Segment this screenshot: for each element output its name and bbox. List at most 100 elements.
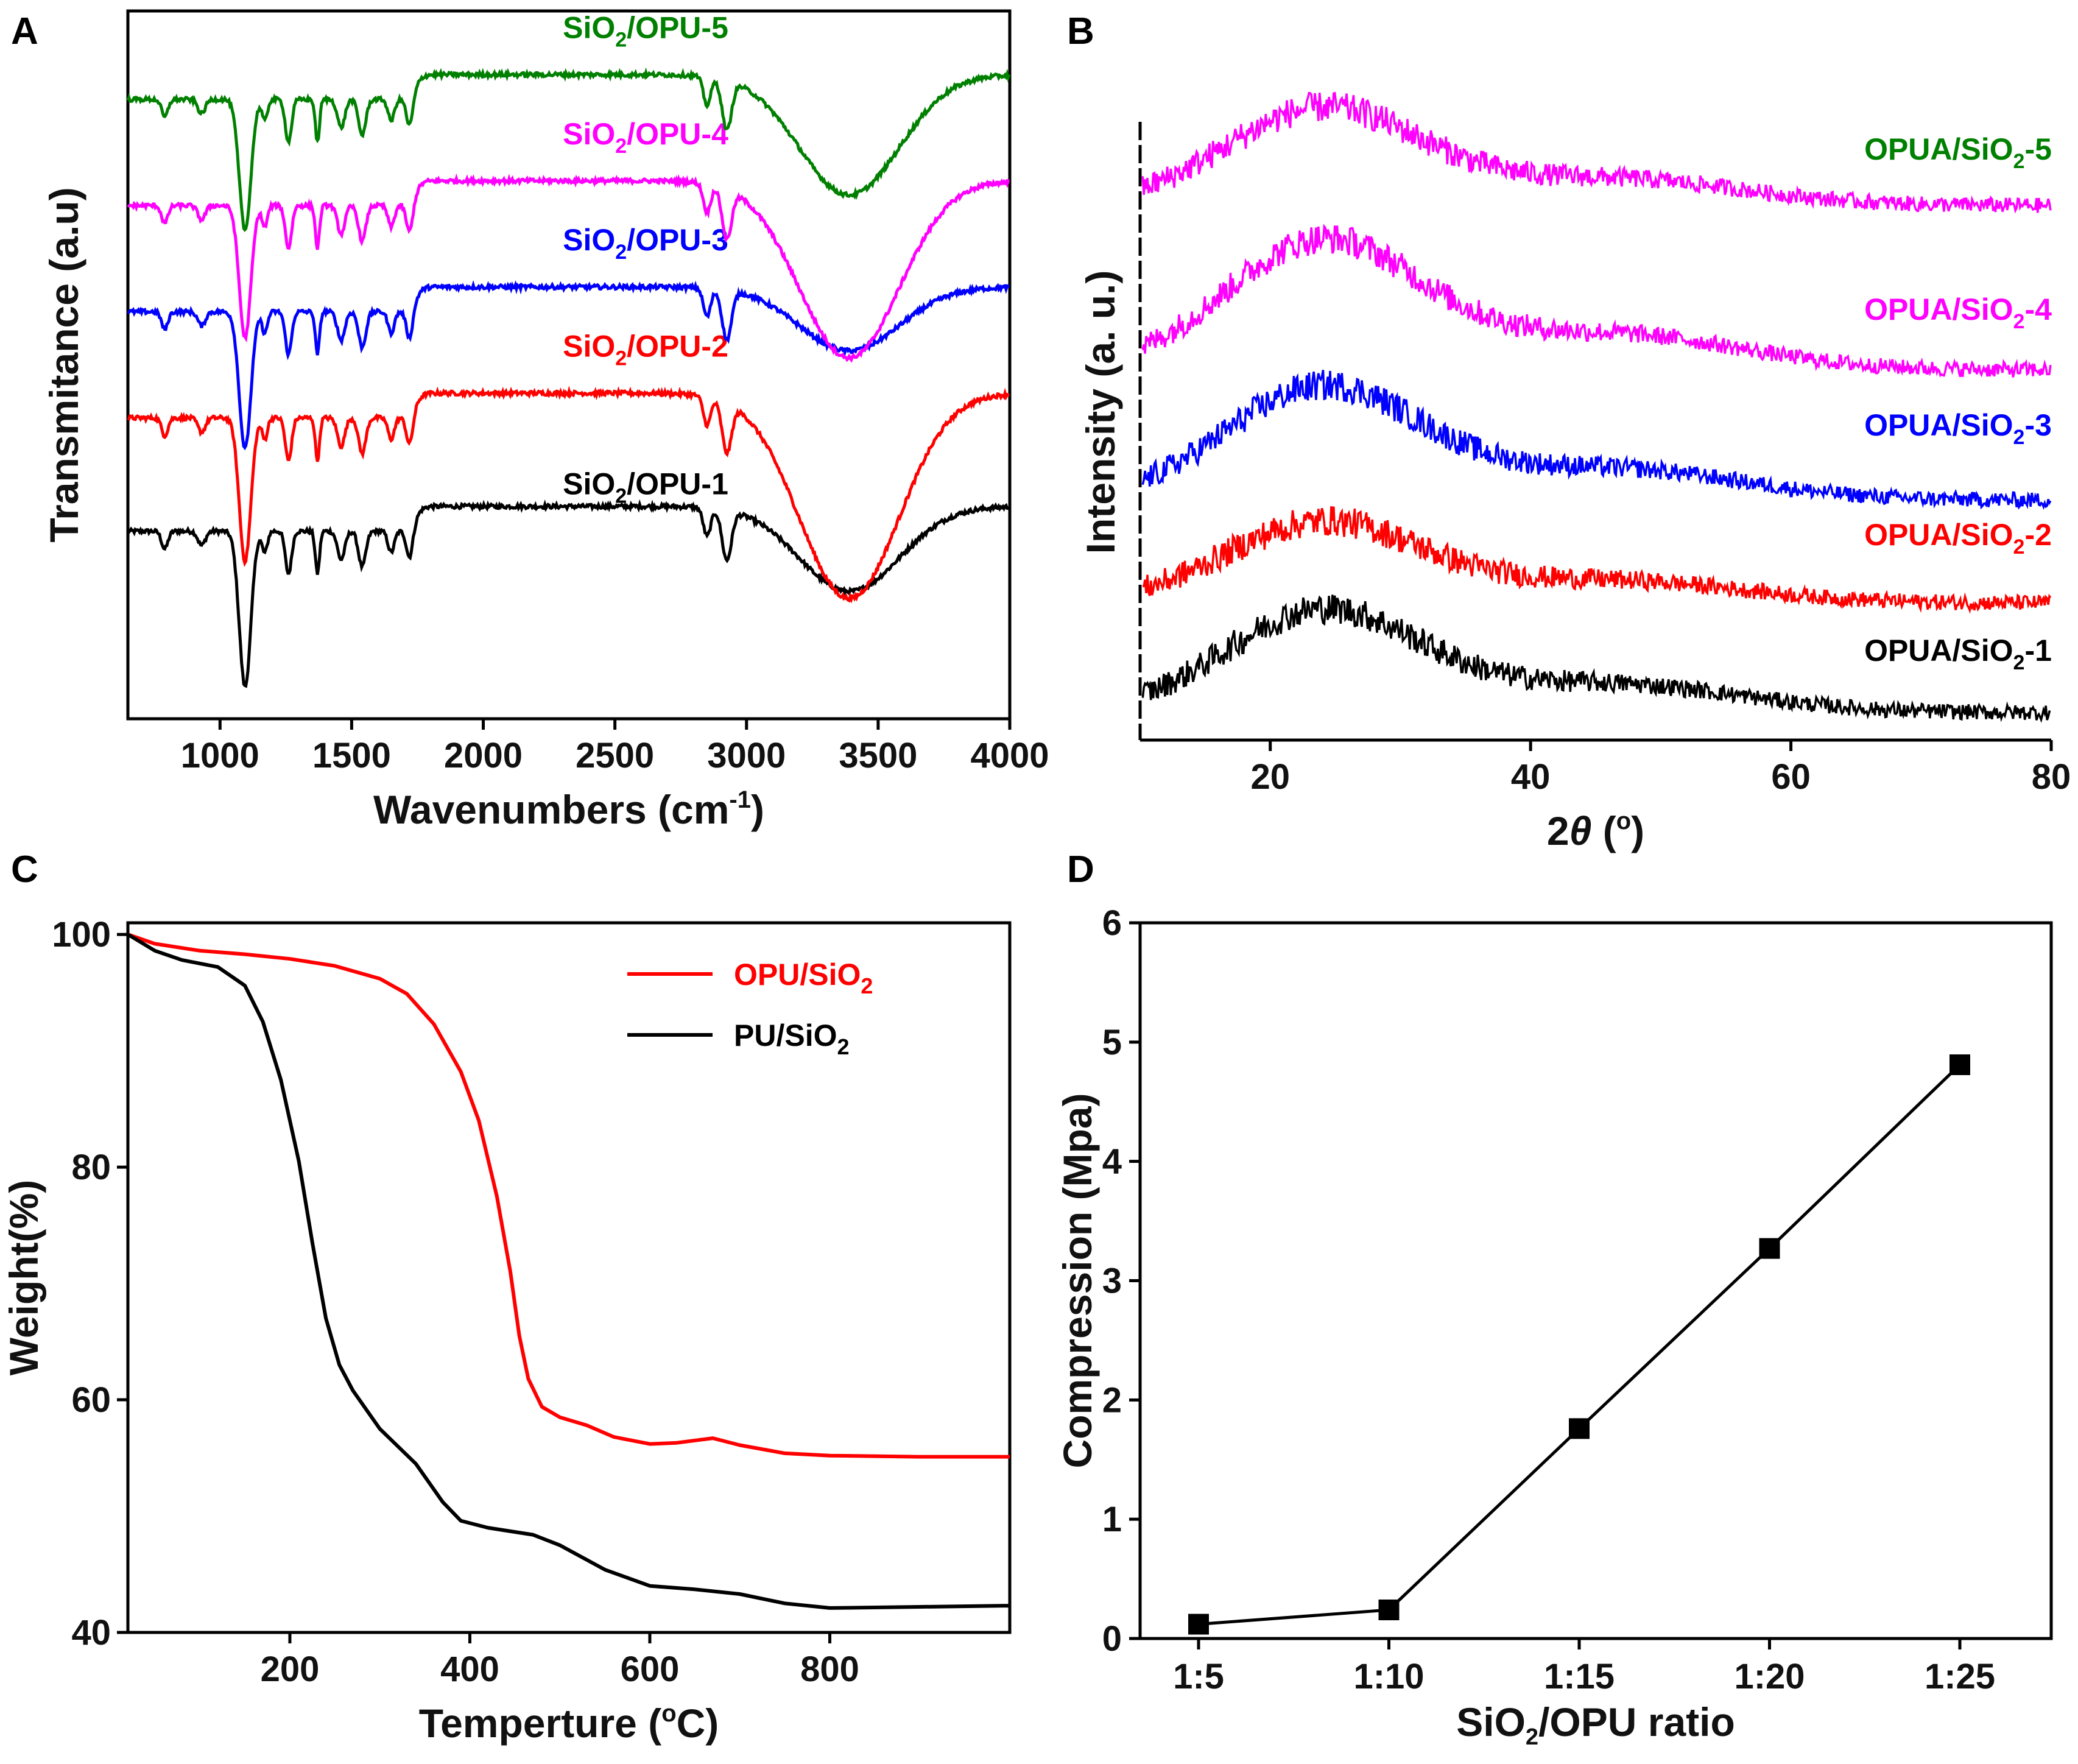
panel-d-frame: [1138, 921, 2053, 1640]
x-tick-label: 3500: [839, 736, 917, 775]
series-label-text: /OPU-1: [627, 467, 728, 501]
data-point-1: [1188, 1614, 1209, 1635]
x-axis-label-theta: θ: [1569, 808, 1592, 853]
y-tick-label: 1: [1102, 1500, 1122, 1539]
series-line-4: [1141, 224, 2052, 378]
series-label-2: SiO2/OPU-2: [563, 329, 728, 370]
series-label-sub: 2: [2013, 150, 2025, 173]
x-tick-label: 600: [621, 1649, 680, 1689]
series-line-3: [127, 280, 1010, 451]
x-tick-label: 1:20: [1734, 1657, 1805, 1696]
y-axis-label: Intensity (a. u.): [1078, 270, 1123, 554]
series-label-1: OPUA/SiO2-1: [1864, 633, 2052, 674]
series-label-sub: 2: [615, 135, 627, 158]
x-axis-label-close: C): [677, 1701, 719, 1746]
x-axis-label-tail: (: [1591, 808, 1616, 853]
legend-label-1: OPU/SiO2: [734, 958, 873, 998]
legend-label-sub: 2: [861, 973, 873, 998]
x-tick-label: 4000: [970, 736, 1049, 775]
legend-label-sub: 2: [837, 1034, 849, 1059]
series-line-3: [1141, 370, 2052, 510]
panel-b-label: B: [1067, 10, 1094, 52]
series-label-text: /OPU-5: [627, 11, 728, 45]
x-axis-label: SiO2/OPU ratio: [1456, 1699, 1735, 1750]
y-tick-label: 80: [71, 1148, 111, 1187]
panel-a-label: A: [11, 10, 38, 52]
series-label-text: SiO: [563, 329, 615, 363]
series-label-sub: 2: [2013, 426, 2025, 449]
y-tick-label: 4: [1102, 1142, 1122, 1182]
x-axis-label: 2θ (o): [1547, 808, 1644, 853]
x-tick-label: 800: [800, 1649, 859, 1689]
x-tick-label: 400: [440, 1649, 499, 1689]
series-label-sub: 2: [2013, 310, 2025, 333]
x-tick-label: 2500: [576, 736, 654, 775]
series-label-text: -1: [2024, 633, 2051, 668]
series-label-text: OPUA/SiO: [1864, 633, 2013, 668]
panel-a: A 1000 1500 2000 2500 3000 3500 4000 Wavenumbers…: [11, 9, 1049, 832]
panel-c: C 200 400 600 800 40 60 80 100 Temperture (oC) Wei…: [1, 848, 1012, 1746]
series-label-sub: 2: [615, 484, 627, 507]
y-tick-label: 2: [1102, 1380, 1122, 1420]
x-tick-label: 1:5: [1173, 1657, 1224, 1696]
x-axis-label-close: ): [1631, 808, 1644, 853]
series-label-text: -4: [2024, 292, 2052, 326]
x-tick-label: 3000: [707, 736, 786, 775]
x-axis-label-main: 2: [1547, 808, 1569, 853]
series-label-text: /OPU-4: [627, 117, 728, 151]
x-tick-label: 60: [1771, 757, 1811, 797]
x-tick-label: 1500: [312, 736, 391, 775]
x-tick-label: 200: [261, 1649, 320, 1689]
x-tick-label: 40: [1511, 757, 1551, 797]
series-label-text: SiO: [563, 223, 615, 257]
series-label-text: OPUA/SiO: [1864, 132, 2013, 166]
x-axis-label-main: Wavenumbers (cm: [373, 787, 729, 832]
y-tick-label: 0: [1102, 1619, 1122, 1659]
x-tick-label: 2000: [444, 736, 523, 775]
panel-c-frame: [126, 921, 1012, 1634]
x-axis-label-sup: -1: [729, 786, 751, 813]
series-line-2: [1142, 506, 2052, 614]
series-label-text: SiO: [563, 11, 615, 45]
series-label-sub: 2: [615, 347, 627, 370]
x-tick-label: 1:10: [1353, 1657, 1424, 1696]
series-label-text: OPUA/SiO: [1864, 408, 2013, 442]
series-label-text: -2: [2024, 518, 2051, 552]
x-tick-label: 80: [2032, 757, 2071, 797]
series-label-sub: 2: [615, 241, 627, 264]
data-point-2: [1378, 1600, 1400, 1620]
series-label-text: /OPU-3: [627, 223, 728, 257]
x-axis-label-sup: o: [661, 1700, 676, 1727]
data-point-4: [1759, 1238, 1780, 1259]
panel-b: B 20 40 60 80 2θ (o) Intensity (a. u.) OPUA/SiO…: [1067, 10, 2071, 853]
x-axis-label: Wavenumbers (cm-1): [373, 786, 764, 832]
x-tick-label: 1:25: [1925, 1657, 1995, 1696]
series-label-4: OPUA/SiO2-4: [1864, 292, 2052, 333]
series-line: [1198, 1064, 1961, 1626]
series-label-text: SiO: [563, 117, 615, 151]
y-axis-label: Weight(%): [1, 1180, 46, 1375]
series-label-text: SiO: [563, 467, 615, 501]
series-label-text: -5: [2024, 132, 2051, 166]
series-label-2: OPUA/SiO2-2: [1864, 518, 2052, 559]
x-axis-label-sub: 2: [1526, 1724, 1538, 1750]
y-axis-label: Compression (Mpa): [1055, 1093, 1100, 1468]
series-label-1: SiO2/OPU-1: [563, 467, 728, 507]
series-label-sub: 2: [615, 29, 627, 52]
series-line-5: [1141, 91, 2052, 214]
x-axis-label: Temperture (oC): [419, 1700, 719, 1746]
series-label-text: -3: [2024, 408, 2051, 442]
x-axis-label-main: Temperture (: [419, 1701, 662, 1746]
data-point-3: [1569, 1418, 1590, 1439]
y-tick-label: 5: [1102, 1023, 1122, 1062]
panel-d-label: D: [1067, 848, 1094, 891]
series-label-3: OPUA/SiO2-3: [1864, 408, 2052, 449]
series-label-sub: 2: [2013, 651, 2025, 674]
y-axis-label: Transmitance (a.u): [41, 187, 86, 542]
series-label-3: SiO2/OPU-3: [563, 223, 728, 264]
x-tick-label: 20: [1250, 757, 1290, 797]
y-tick-label: 40: [71, 1613, 111, 1653]
series-label-4: SiO2/OPU-4: [563, 117, 728, 158]
series-line-1: [126, 499, 1010, 688]
